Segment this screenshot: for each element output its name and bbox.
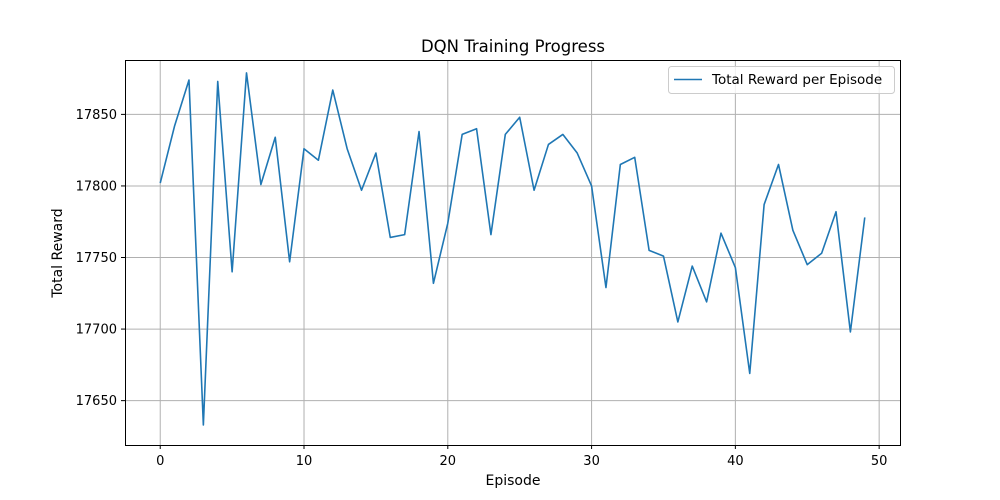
chart-title: DQN Training Progress	[421, 37, 605, 56]
plot-frame	[125, 60, 901, 446]
y-tick-label: 17850	[76, 108, 117, 123]
x-tick-label: 0	[156, 454, 164, 469]
y-tick-label: 17650	[76, 394, 117, 409]
x-tick-label: 20	[440, 454, 457, 469]
axis-ticks: 0 10 20 30 40 50 17650 17700 17750 17800 17850	[76, 108, 888, 469]
x-tick-label: 10	[296, 454, 313, 469]
x-axis-label: Episode	[486, 473, 541, 489]
y-tick-label: 17700	[76, 323, 117, 338]
x-tick-label: 40	[727, 454, 744, 469]
grid-lines	[125, 60, 900, 445]
x-tick-label: 30	[583, 454, 600, 469]
legend-label: Total Reward per Episode	[711, 72, 882, 88]
y-tick-label: 17800	[76, 179, 117, 194]
legend: Total Reward per Episode	[668, 66, 895, 94]
x-tick-label: 50	[871, 454, 888, 469]
series-layer	[159, 72, 866, 426]
y-axis-label: Total Reward	[50, 208, 66, 298]
series-line	[159, 72, 866, 426]
y-tick-label: 17750	[76, 251, 117, 266]
legend-box	[668, 66, 895, 94]
